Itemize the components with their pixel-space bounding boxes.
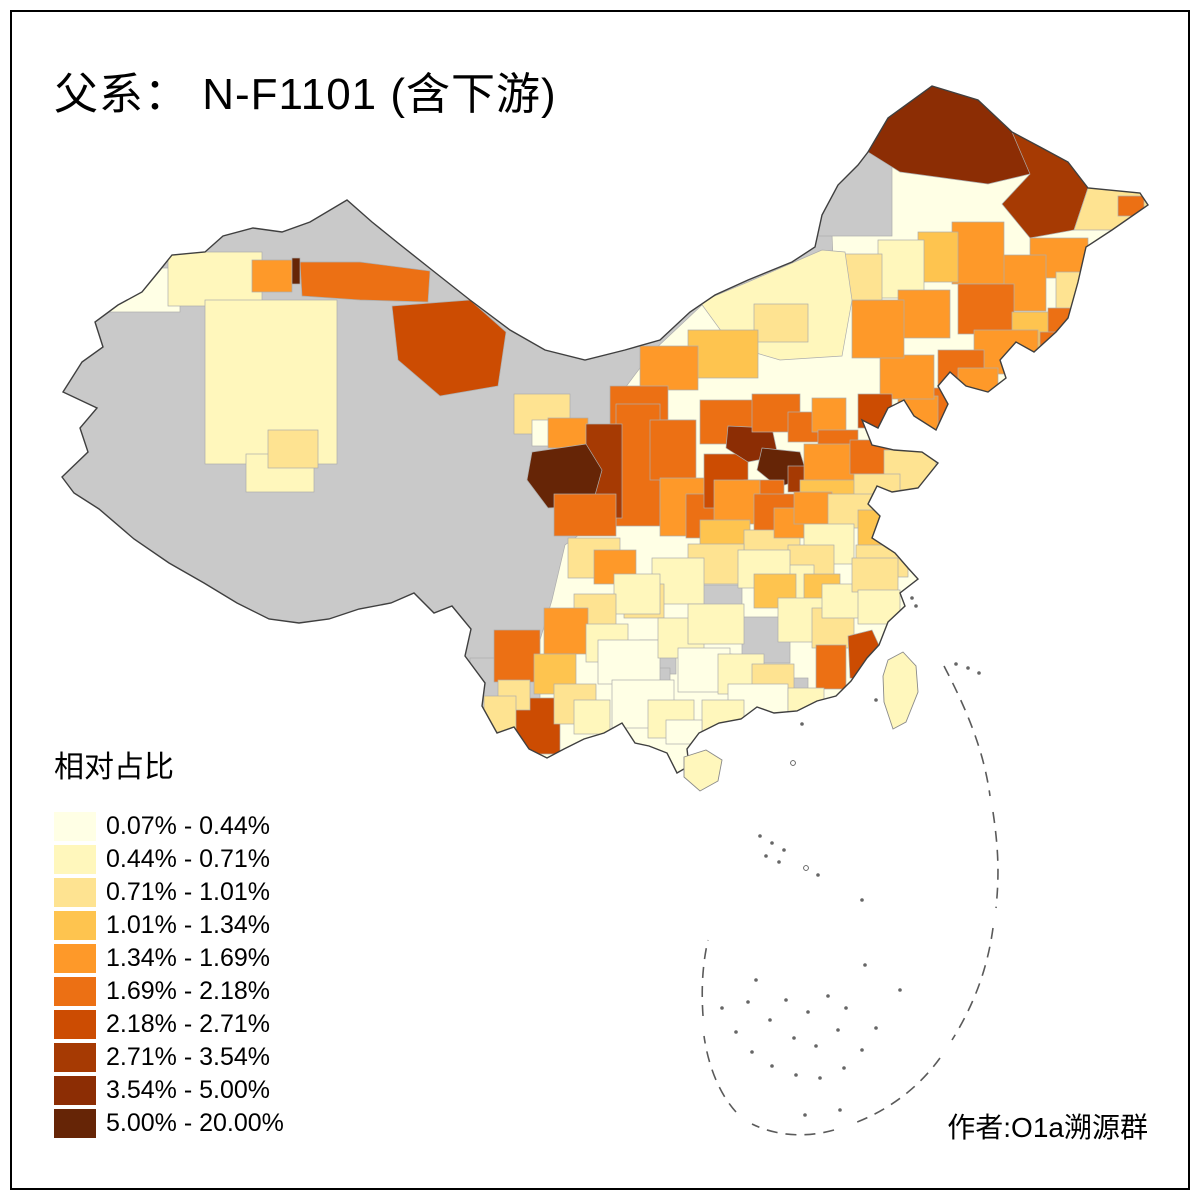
map-region: [753, 303, 809, 343]
map-region: [793, 491, 833, 525]
map-region: [857, 509, 905, 549]
map-region: [815, 644, 847, 690]
map-region: [1117, 195, 1145, 217]
legend-swatch: [54, 1109, 96, 1138]
legend: 相对占比 0.07% - 0.44% 0.44% - 0.71% 0.71% - 1…: [54, 742, 284, 1140]
map-region: [799, 107, 893, 237]
legend-item: 2.18% - 2.71%: [54, 1008, 284, 1041]
legend-swatch: [54, 1043, 96, 1072]
map-region: [267, 429, 319, 469]
south-china-sea-islands: [720, 596, 981, 1117]
legend-swatch: [54, 878, 96, 907]
legend-item: 0.07% - 0.44%: [54, 810, 284, 843]
map-region: [639, 345, 699, 391]
legend-item: 5.00% - 20.00%: [54, 1107, 284, 1140]
map-region: [957, 367, 999, 397]
map-region: [167, 251, 263, 307]
map-region: [713, 479, 761, 525]
map-region: [291, 257, 301, 285]
map-region: [857, 589, 901, 625]
legend-range-label: 1.34% - 1.69%: [106, 944, 270, 972]
map-region: [613, 573, 661, 615]
legend-item: 0.44% - 0.71%: [54, 843, 284, 876]
legend-item: 1.34% - 1.69%: [54, 942, 284, 975]
map-region: [665, 719, 703, 745]
map-region: [687, 603, 745, 645]
map-region: [573, 699, 611, 735]
map-region: [879, 354, 935, 400]
legend-range-label: 0.07% - 0.44%: [106, 812, 270, 840]
attribution: 作者:O1a溯源群: [947, 1112, 1148, 1143]
map-region: [85, 267, 181, 313]
map-region: [917, 231, 959, 283]
map-region: [649, 419, 697, 481]
map-region: [811, 397, 847, 433]
map-region: [851, 299, 905, 359]
map-region: [877, 239, 925, 299]
legend-range-label: 1.01% - 1.34%: [106, 911, 270, 939]
hainan-island: [683, 749, 723, 792]
legend-item: 1.69% - 2.18%: [54, 975, 284, 1008]
map-title: 父系： N-F1101 (含下游): [54, 70, 557, 119]
legend-item: 3.54% - 5.00%: [54, 1074, 284, 1107]
map-region: [897, 289, 951, 339]
map-region: [597, 639, 661, 685]
legend-swatch: [54, 944, 96, 973]
legend-item: 2.71% - 3.54%: [54, 1041, 284, 1074]
map-region: [951, 221, 1005, 285]
map-region: [957, 283, 1015, 335]
map-region: [803, 443, 859, 485]
map-region: [1007, 351, 1049, 383]
legend-swatch: [54, 845, 96, 874]
legend-range-label: 0.44% - 0.71%: [106, 845, 270, 873]
legend-swatch: [54, 812, 96, 841]
legend-range-label: 2.71% - 3.54%: [106, 1043, 270, 1071]
map-region: [493, 629, 541, 683]
map-region: [547, 417, 589, 449]
map-region: [553, 493, 617, 537]
legend-swatch: [54, 1010, 96, 1039]
legend-range-label: 5.00% - 20.00%: [106, 1109, 284, 1137]
legend-swatch: [54, 911, 96, 940]
nine-dash-line: [701, 665, 999, 1136]
map-region: [1039, 331, 1071, 361]
legend-item: 0.71% - 1.01%: [54, 876, 284, 909]
legend-swatch: [54, 977, 96, 1006]
map-region: [851, 557, 899, 593]
map-region: [483, 695, 517, 733]
legend-range-label: 3.54% - 5.00%: [106, 1076, 270, 1104]
taiwan-island: [882, 651, 919, 730]
map-region: [299, 261, 431, 303]
legend-range-label: 0.71% - 1.01%: [106, 878, 270, 906]
map-region: [251, 259, 293, 293]
map-regions-layer: [85, 86, 1148, 773]
map-region: [687, 329, 759, 379]
legend-range-label: 1.69% - 2.18%: [106, 977, 270, 1005]
map-region: [543, 607, 589, 655]
map-region: [897, 395, 939, 439]
legend-range-label: 2.18% - 2.71%: [106, 1010, 270, 1038]
legend-items: 0.07% - 0.44% 0.44% - 0.71% 0.71% - 1.01% 1…: [54, 810, 284, 1140]
map-region: [651, 557, 705, 605]
legend-title: 相对占比: [54, 751, 174, 784]
legend-item: 1.01% - 1.34%: [54, 909, 284, 942]
legend-swatch: [54, 1076, 96, 1105]
